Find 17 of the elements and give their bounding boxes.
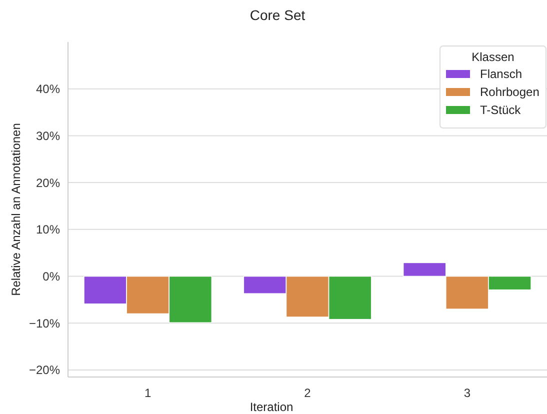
y-tick-label: 10%	[36, 222, 60, 237]
legend-label: T-Stück	[480, 103, 522, 118]
y-tick-label: −10%	[28, 316, 60, 330]
x-tick-label: 2	[304, 386, 312, 400]
legend-label: Flansch	[480, 67, 522, 82]
y-axis-title: Relative Anzahl an Annotationen	[9, 123, 23, 296]
x-tick-label: 1	[144, 386, 152, 400]
y-tick-label: 20%	[36, 176, 60, 190]
y-tick-label: −20%	[28, 363, 60, 378]
chart-title: Core Set	[250, 7, 306, 23]
x-axis-title: Iteration	[250, 400, 294, 414]
y-tick-label: 30%	[36, 128, 60, 143]
legend-title: Klassen	[472, 50, 514, 64]
y-tick-label: 0%	[42, 269, 60, 284]
legend-label: Rohrbogen	[480, 85, 540, 100]
x-tick-label: 3	[464, 386, 471, 400]
y-tick-label: 40%	[36, 82, 60, 96]
